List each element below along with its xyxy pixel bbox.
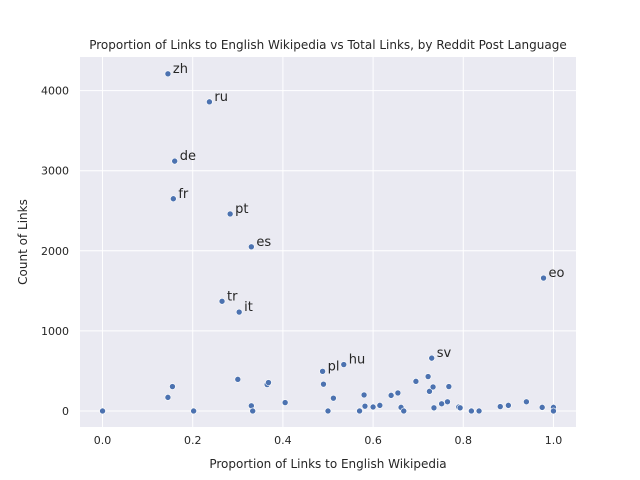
- point-label-zh: zh: [173, 62, 188, 77]
- y-tick-label: 2000: [41, 245, 69, 258]
- scatter-point: [550, 407, 557, 415]
- point-label-sv: sv: [437, 346, 452, 361]
- scatter-point: [426, 388, 433, 395]
- point-label-pl: pl: [328, 359, 340, 374]
- scatter-point: [169, 383, 176, 390]
- scatter-point-eo: [540, 274, 547, 282]
- scatter-point: [475, 407, 483, 415]
- y-tick-label: 4000: [41, 85, 69, 98]
- scatter-point-tr: [218, 297, 226, 305]
- scatter-point: [99, 407, 106, 415]
- scatter-point: [361, 402, 369, 410]
- grid-lines: [80, 57, 576, 427]
- scatter-point: [360, 391, 368, 399]
- point-label-ru: ru: [214, 90, 228, 105]
- point-label-es: es: [256, 235, 271, 250]
- scatter-point: [445, 383, 453, 390]
- scatter-point-hu: [340, 361, 348, 368]
- scatter-point: [234, 376, 242, 383]
- scatter-point-zh: [164, 70, 172, 78]
- scatter-point-pl: [319, 368, 326, 375]
- scatter-point: [265, 379, 272, 386]
- scatter-point: [394, 389, 402, 397]
- scatter-point: [324, 407, 332, 415]
- y-tick-label: 3000: [41, 165, 69, 178]
- scatter-point: [538, 404, 546, 411]
- scatter-point: [281, 399, 289, 406]
- tick-labels: 0.0 0.2 0.4 0.6 0.8 1.0 0 1000 2000 3000 4000: [41, 85, 562, 447]
- scatter-point: [430, 404, 438, 412]
- scatter-point-pt: [226, 210, 234, 218]
- y-tick-label: 1000: [41, 325, 69, 338]
- scatter-point: [249, 407, 256, 415]
- scatter-point-ru: [206, 98, 213, 106]
- scatter-point: [523, 398, 530, 406]
- scatter-point: [468, 407, 475, 415]
- scatter-point: [400, 407, 408, 415]
- scatter-point: [496, 403, 504, 410]
- scatter-point: [505, 402, 512, 409]
- scatter-point: [164, 394, 172, 401]
- point-label-hu: hu: [349, 353, 365, 368]
- scatter-point: [438, 400, 445, 408]
- scatter-point: [429, 383, 437, 391]
- scatter-point: [369, 403, 377, 411]
- x-axis-label: Proportion of Links to English Wikipedia: [209, 457, 446, 471]
- x-tick-label: 0.0: [94, 434, 112, 447]
- scatter-point-sv: [428, 354, 436, 362]
- scatter-point: [190, 407, 197, 415]
- y-axis-label: Count of Links: [16, 199, 30, 285]
- scatter-point: [412, 378, 420, 385]
- scatter-point: [456, 404, 464, 412]
- chart-title: Proportion of Links to English Wikipedia…: [89, 38, 567, 52]
- point-label-de: de: [180, 149, 196, 164]
- point-label-it: it: [244, 300, 253, 315]
- x-tick-label: 0.4: [274, 434, 292, 447]
- scatter-point: [320, 380, 327, 388]
- x-tick-label: 1.0: [545, 434, 563, 447]
- scatter-point: [330, 394, 337, 402]
- point-label-pt: pt: [235, 202, 248, 217]
- scatter-point: [387, 392, 395, 399]
- scatter-point: [424, 373, 432, 380]
- point-label-eo: eo: [549, 266, 565, 281]
- y-tick-label: 0: [62, 405, 69, 418]
- scatter-point-de: [171, 157, 178, 165]
- point-label-tr: tr: [227, 289, 238, 304]
- data-points: [99, 70, 557, 415]
- scatter-point-it: [235, 308, 243, 316]
- scatter-point: [376, 402, 384, 409]
- x-tick-label: 0.8: [455, 434, 473, 447]
- scatter-point: [356, 407, 363, 415]
- x-tick-label: 0.6: [364, 434, 382, 447]
- scatter-point-es: [248, 243, 255, 251]
- point-label-fr: fr: [178, 187, 189, 202]
- scatter-point: [444, 398, 451, 406]
- scatter-point-fr: [170, 195, 177, 203]
- plot-background: [80, 57, 576, 427]
- x-tick-label: 0.2: [184, 434, 202, 447]
